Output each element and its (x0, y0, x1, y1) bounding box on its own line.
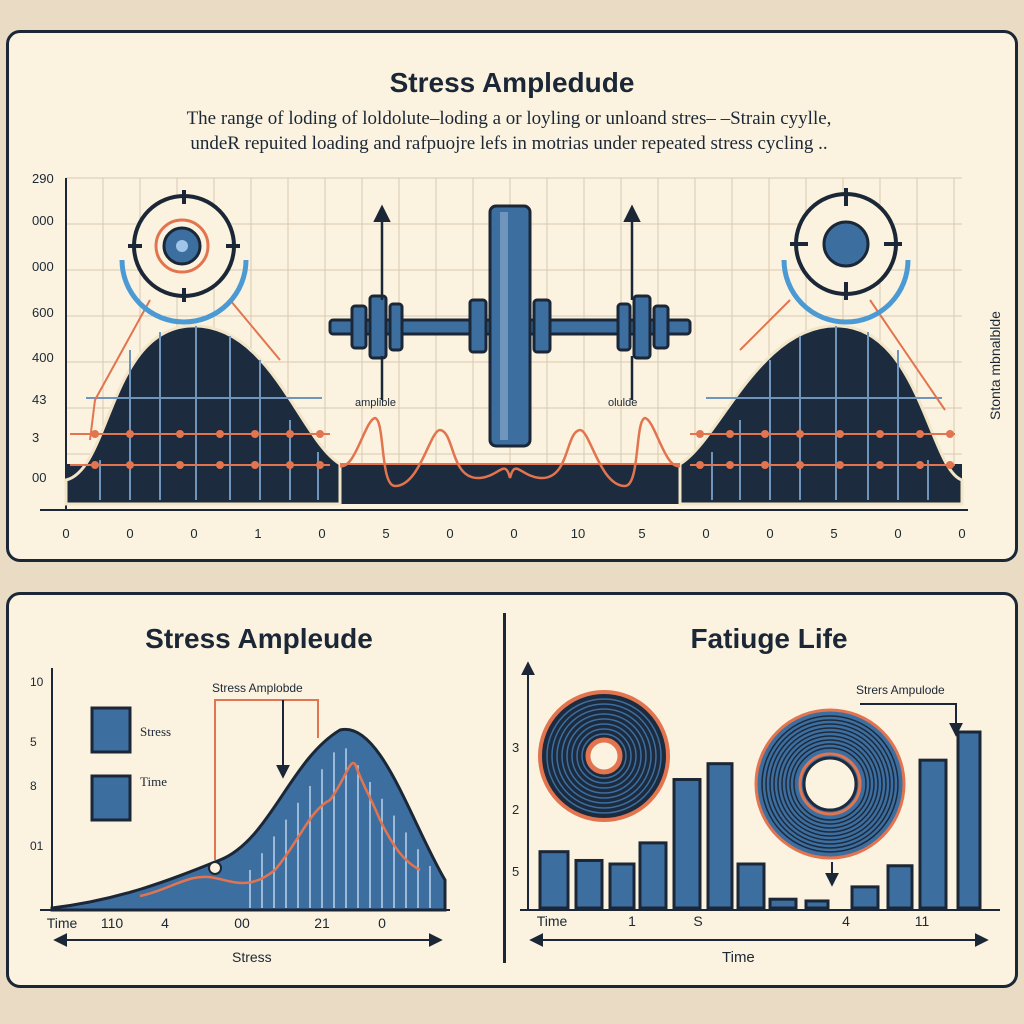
legend-swatch-stress (90, 706, 132, 754)
bl-x-tick: 21 (314, 915, 330, 931)
top-y-tick: 000 (32, 213, 54, 228)
top-caption-line-1: The range of loding of loldolute–loding … (186, 108, 832, 129)
bl-annotation-bracket (214, 699, 319, 860)
br-y-tick: 3 (512, 740, 519, 755)
bl-xlabel: Stress (232, 949, 272, 965)
br-bar (956, 730, 982, 910)
amplitude-label-left: amplible (355, 397, 396, 409)
bottom-right-title: Fatiuge Life (690, 623, 848, 654)
top-x-tick: 0 (446, 526, 453, 541)
top-x-tick: 5 (382, 526, 389, 541)
middle-strain-waveform (339, 416, 681, 488)
top-y-tick: 600 (32, 305, 54, 320)
bl-x-tick-labels: Time 110 4 00 21 0 (47, 915, 386, 931)
top-x-tick: 0 (126, 526, 133, 541)
amplitude-label-right: olulde (608, 397, 637, 409)
orange-cycle-points (91, 430, 954, 469)
top-y-tick: 000 (32, 259, 54, 274)
br-bar (768, 897, 798, 910)
br-bar (886, 864, 914, 910)
bl-x-tick: 110 (101, 915, 124, 931)
legend-label-time: Time (140, 774, 167, 789)
br-xlabel: Time (722, 949, 755, 966)
br-x-tick: 1 (628, 913, 636, 929)
br-x-tick: 4 (842, 913, 850, 929)
top-x-tick: 0 (510, 526, 517, 541)
top-x-tick-labels: 0 0 0 1 0 5 0 0 10 5 0 0 5 0 0 (62, 526, 965, 541)
bottom-left-title: Stress Ampleude (145, 623, 373, 654)
bl-orange-trace (139, 761, 421, 898)
bl-x-tick: 0 (378, 915, 386, 931)
bl-x-tick: Time (47, 915, 78, 931)
top-y-tick: 400 (32, 350, 54, 365)
br-x-tick: Time (537, 913, 568, 929)
right-stress-hump (678, 324, 964, 506)
br-x-tick: S (693, 913, 702, 929)
right-dial-icon (781, 188, 911, 325)
br-x-tick: 11 (915, 913, 930, 929)
legend-label-stress: Stress (140, 724, 171, 739)
top-title: Stress Ampledude (389, 67, 635, 98)
top-y-tick: 290 (32, 171, 54, 186)
top-x-tick: 0 (894, 526, 901, 541)
br-bar (574, 858, 604, 910)
br-bar (918, 758, 948, 910)
top-x-tick: 0 (190, 526, 197, 541)
bl-y-tick-labels: 10 5 8 01 (30, 675, 44, 853)
br-y-tick-labels: 3 2 5 (512, 740, 519, 879)
legend-swatch-time (90, 774, 132, 822)
left-stress-hump (64, 324, 342, 506)
bl-x-tick: 00 (234, 915, 250, 931)
bottom-left-chart: Stress Amplobde Stress Time Stress 10 5 8 0… (30, 668, 450, 965)
br-bar (608, 862, 636, 910)
top-y-tick: 43 (32, 392, 46, 407)
br-bar (638, 841, 668, 910)
br-annotation-leader (860, 703, 963, 737)
top-y-tick: 3 (32, 430, 39, 445)
top-x-tick: 0 (766, 526, 773, 541)
br-bar (850, 885, 880, 910)
hump-grid-lines (86, 326, 942, 500)
top-x-tick: 5 (638, 526, 645, 541)
up-arrow-icons (373, 204, 641, 400)
top-right-axis-label: Stonta mbnalblde (987, 311, 1003, 420)
top-y-tick: 00 (32, 470, 46, 485)
top-x-tick: 0 (702, 526, 709, 541)
bottom-right-chart: Strers Ampulode Time 3 2 5 Time 1 S 4 11 (512, 661, 1000, 966)
dumbbell-icon (328, 204, 692, 448)
top-x-tick: 5 (830, 526, 837, 541)
top-caption-line-2: undeR repuited loading and rafpuojre lef… (190, 133, 828, 154)
br-bars (538, 730, 982, 910)
bl-annotation: Stress Amplobde (212, 681, 303, 695)
br-bar (538, 850, 570, 910)
br-bar (672, 778, 702, 910)
left-coil-icon (538, 690, 670, 822)
top-x-tick: 0 (958, 526, 965, 541)
right-coil-icon (754, 708, 906, 860)
top-x-tick: 0 (318, 526, 325, 541)
br-y-tick: 2 (512, 802, 519, 817)
br-x-tick-labels: Time 1 S 4 11 (537, 913, 930, 929)
orange-diagonals (89, 299, 946, 441)
br-bar (804, 899, 830, 910)
bl-x-tick: 4 (161, 915, 169, 931)
br-bar (736, 862, 766, 910)
top-chart: amplible olulde Stonta mbnalblde 2900000… (32, 171, 1003, 541)
top-x-tick: 10 (571, 526, 585, 541)
top-x-tick: 1 (254, 526, 261, 541)
left-dial-icon (119, 190, 249, 325)
br-y-tick: 5 (512, 864, 519, 879)
panel-divider (503, 613, 506, 963)
bl-y-tick: 10 (30, 675, 44, 689)
bl-legend: Stress Time (90, 706, 171, 822)
br-bar (706, 762, 734, 910)
bl-y-tick: 01 (30, 839, 44, 853)
top-y-tick-labels: 290 000 000 600 400 43 3 00 (32, 171, 54, 485)
br-annotation: Strers Ampulode (856, 683, 945, 697)
top-x-tick: 0 (62, 526, 69, 541)
bl-y-tick: 5 (30, 735, 37, 749)
bl-y-tick: 8 (30, 779, 37, 793)
